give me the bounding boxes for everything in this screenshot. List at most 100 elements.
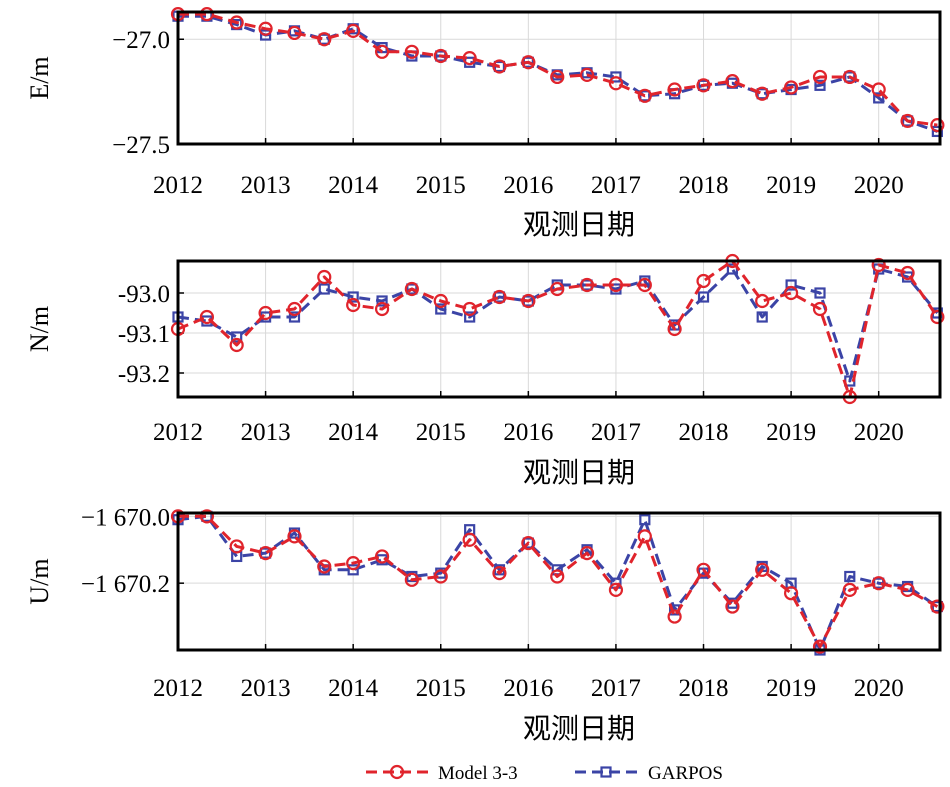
x-axis-label: 观测日期 (523, 712, 635, 745)
data-point-model-3-3 (433, 569, 448, 584)
data-point-garpos (347, 291, 359, 303)
data-point-model-3-3 (930, 599, 945, 614)
x-tick-label: 2016 (503, 419, 553, 446)
legend-label-garpos: GARPOS (648, 763, 723, 784)
data-point-model-3-3 (317, 559, 332, 574)
data-point-model-3-3 (579, 277, 595, 293)
data-point-garpos (522, 537, 534, 549)
x-tick-label: 2020 (854, 675, 904, 702)
data-point-model-3-3 (229, 337, 244, 353)
data-point-garpos (231, 331, 243, 343)
x-tick-label: 2013 (241, 675, 291, 702)
data-point-garpos (435, 303, 447, 315)
data-point-model-3-3 (871, 257, 886, 273)
data-point-model-3-3 (812, 69, 828, 85)
data-point-model-3-3 (346, 297, 361, 313)
series-line-model-3-3 (178, 514, 939, 649)
legend-marker-garpos (600, 766, 612, 778)
data-point-garpos (376, 295, 388, 307)
data-point-model-3-3 (784, 80, 799, 95)
data-point-model-3-3 (608, 76, 624, 91)
data-point-model-3-3 (608, 582, 624, 597)
data-point-model-3-3 (229, 539, 244, 554)
y-tick-label: −27.5 (112, 132, 170, 159)
data-point-garpos (697, 291, 710, 303)
data-point-model-3-3 (199, 509, 215, 524)
data-point-model-3-3 (287, 529, 302, 544)
x-tick-label: 2015 (416, 675, 466, 702)
data-point-model-3-3 (812, 301, 828, 317)
x-tick-label: 2020 (854, 172, 904, 199)
x-tick-label: 2017 (591, 172, 641, 199)
data-point-model-3-3 (287, 25, 302, 41)
x-tick-label: 2017 (591, 675, 641, 702)
data-point-model-3-3 (637, 277, 652, 293)
series-line-garpos (177, 267, 939, 383)
data-point-model-3-3 (374, 549, 390, 564)
x-tick-label: 2014 (328, 675, 379, 702)
legend: Model 3-3 GARPOS (366, 763, 723, 784)
data-point-model-3-3 (637, 529, 652, 544)
legend-label-model-3-3: Model 3-3 (438, 763, 518, 784)
x-tick-label: 2016 (503, 172, 553, 199)
data-point-model-3-3 (404, 44, 419, 59)
y-tick-label: −27.0 (112, 27, 170, 54)
data-point-model-3-3 (346, 23, 361, 38)
data-point-model-3-3 (521, 55, 536, 70)
x-tick-label: 2019 (766, 419, 816, 446)
data-point-model-3-3 (812, 639, 828, 654)
x-tick-label: 2018 (679, 172, 729, 199)
x-tick-label: 2012 (153, 419, 203, 446)
data-point-model-3-3 (374, 301, 390, 317)
data-point-garpos (639, 90, 651, 102)
data-point-garpos (901, 115, 914, 127)
data-point-model-3-3 (637, 88, 652, 103)
data-point-model-3-3 (492, 566, 507, 581)
data-point-garpos (814, 79, 826, 91)
data-point-garpos (639, 514, 651, 526)
x-tick-label: 2014 (328, 172, 379, 199)
data-point-garpos (756, 311, 768, 323)
x-axis-label: 观测日期 (523, 456, 635, 489)
data-point-model-3-3 (317, 269, 332, 285)
data-point-model-3-3 (550, 69, 565, 85)
data-point-model-3-3 (433, 293, 448, 309)
data-point-model-3-3 (550, 281, 565, 297)
data-point-model-3-3 (842, 69, 857, 85)
x-tick-label: 2015 (416, 419, 466, 446)
y-tick-label: −1 670.0 (81, 504, 170, 531)
series-line-garpos (178, 14, 938, 133)
x-tick-label: 2019 (766, 675, 816, 702)
data-point-model-3-3 (433, 48, 448, 64)
panel-2: 2012 2013 2014 2015 2016 2017 2018 2019 2020 -93.… (25, 253, 945, 489)
data-point-garpos (259, 29, 272, 41)
data-point-model-3-3 (930, 118, 945, 133)
data-point-model-3-3 (725, 599, 740, 614)
data-point-model-3-3 (900, 265, 915, 281)
data-point-garpos (406, 283, 418, 295)
y-tick-label: -93.0 (118, 281, 170, 308)
data-point-model-3-3 (725, 74, 740, 89)
data-point-garpos (931, 600, 943, 613)
data-point-garpos (464, 311, 476, 323)
data-point-model-3-3 (842, 582, 857, 597)
data-point-model-3-3 (579, 545, 595, 561)
data-point-model-3-3 (550, 569, 565, 584)
x-tick-label: 2015 (416, 172, 466, 199)
data-point-garpos (318, 283, 330, 295)
data-point-model-3-3 (317, 32, 332, 47)
data-point-model-3-3 (462, 301, 477, 317)
x-tick-label: 2020 (854, 419, 904, 446)
panel-3: 2012 2013 2014 2015 2016 2017 2018 2019 2020 −1 6… (25, 504, 945, 745)
data-point-model-3-3 (492, 59, 507, 74)
data-point-model-3-3 (521, 293, 536, 309)
data-point-model-3-3 (696, 78, 711, 93)
data-point-garpos (873, 92, 885, 104)
data-point-garpos (814, 287, 826, 299)
panel-1: 2012 2013 2014 2015 2016 2017 2018 2019 2020 −27.… (25, 6, 945, 241)
data-point-garpos (288, 311, 301, 323)
data-point-garpos (931, 125, 943, 138)
x-tick-label: 2012 (153, 675, 203, 702)
data-point-model-3-3 (492, 289, 507, 305)
y-tick-label: -93.2 (118, 361, 170, 388)
